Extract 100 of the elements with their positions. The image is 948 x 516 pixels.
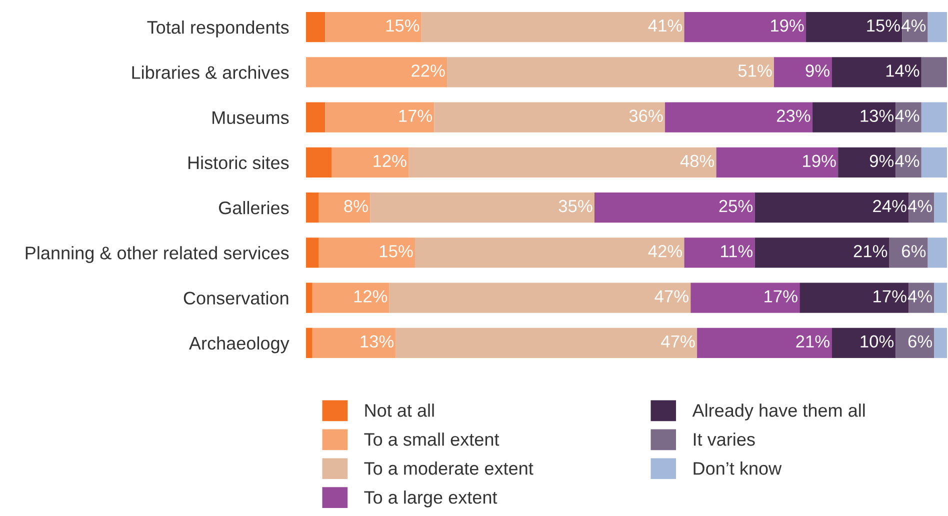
data-label: 22%	[412, 64, 445, 77]
bar	[832, 57, 922, 88]
data-label: 17%	[399, 110, 432, 122]
data-label: 4%	[895, 110, 920, 122]
bar	[921, 147, 948, 178]
data-label: 42%	[648, 245, 682, 258]
legend-label: Don’t know	[694, 462, 782, 475]
data-label: 36%	[629, 110, 663, 122]
legend-label: To a large extent	[364, 490, 498, 508]
legend-label: Not at all	[365, 404, 434, 417]
legend-label: To a moderate extent	[364, 462, 534, 475]
bar	[325, 12, 422, 42]
data-label: 25%	[719, 200, 753, 212]
bar	[921, 102, 948, 132]
y-tick-label: Conservation	[184, 291, 288, 305]
y-tick-label: Historic sites	[188, 156, 289, 170]
bar	[332, 147, 409, 178]
y-tick-label: Planning & other related services	[26, 246, 289, 263]
data-label: 15%	[380, 245, 413, 258]
bar	[889, 238, 928, 268]
data-label: 21%	[796, 335, 830, 348]
data-label: 21%	[854, 245, 888, 258]
bar	[306, 57, 448, 88]
data-label: 15%	[867, 20, 900, 32]
bar	[389, 282, 691, 313]
data-label: 23%	[776, 110, 810, 122]
bar	[306, 147, 332, 178]
bar	[754, 238, 890, 268]
bar	[434, 102, 665, 132]
y-tick-label: Libraries & archives	[132, 66, 289, 79]
data-label: 47%	[654, 290, 688, 302]
bar	[697, 328, 832, 358]
data-label: 13%	[860, 110, 894, 122]
bar	[684, 238, 755, 268]
data-label: 9%	[870, 154, 894, 168]
data-label: 12%	[354, 290, 388, 302]
bar	[774, 57, 832, 88]
data-label: 14%	[886, 64, 920, 77]
bar	[684, 12, 806, 42]
data-label: 13%	[360, 335, 394, 348]
bar	[408, 147, 716, 178]
bar	[306, 282, 312, 313]
data-label: 35%	[558, 200, 592, 212]
bar	[800, 282, 909, 313]
data-label: 6%	[908, 335, 932, 348]
bar	[370, 192, 594, 223]
data-label: 19%	[803, 154, 836, 168]
data-label: 15%	[386, 20, 420, 32]
y-tick-label: Archaeology	[189, 336, 290, 354]
legend-label: It varies	[694, 432, 755, 446]
bar	[447, 57, 774, 88]
bar	[812, 102, 896, 132]
y-tick-label: Museums	[212, 111, 289, 124]
bar	[312, 328, 396, 358]
bar	[934, 328, 948, 358]
bar	[306, 12, 326, 42]
bar	[318, 238, 415, 268]
data-label: 48%	[680, 154, 714, 168]
data-label: 41%	[648, 20, 682, 32]
bar	[325, 102, 434, 132]
bar	[306, 192, 319, 223]
bar	[306, 102, 326, 132]
data-label: 9%	[806, 64, 830, 77]
bar	[664, 102, 812, 132]
data-label: 4%	[908, 200, 932, 212]
legend-label: Already have them all	[692, 404, 865, 420]
bar	[690, 282, 800, 313]
bar	[928, 238, 948, 268]
data-label: 17%	[874, 290, 906, 302]
bar	[414, 238, 684, 268]
bar	[754, 192, 909, 223]
data-label: 10%	[860, 335, 894, 348]
bar	[594, 192, 755, 223]
data-label: 4%	[895, 154, 920, 168]
bar	[312, 282, 390, 313]
bar	[396, 328, 698, 358]
bar	[838, 147, 896, 178]
legend-label: To a small extent	[364, 432, 500, 446]
bar	[934, 192, 948, 223]
y-tick-label: Galleries	[219, 201, 289, 214]
bar	[934, 282, 948, 313]
data-label: 12%	[374, 154, 406, 168]
data-label: 6%	[902, 245, 926, 258]
data-label: 51%	[738, 64, 772, 77]
data-label: 17%	[764, 290, 798, 302]
bar	[806, 12, 902, 42]
data-label: 19%	[770, 19, 804, 32]
data-label: 4%	[902, 20, 926, 32]
bar	[306, 238, 319, 268]
bar	[306, 328, 312, 358]
bar	[318, 192, 370, 223]
data-label: 47%	[661, 335, 695, 348]
bar	[832, 328, 896, 358]
data-label: 4%	[908, 290, 932, 302]
y-tick-label: Total respondents	[147, 20, 289, 38]
bar	[421, 12, 684, 42]
data-label: 24%	[873, 200, 906, 212]
bar	[716, 147, 838, 178]
data-label: 8%	[344, 200, 368, 212]
bar	[928, 12, 948, 42]
